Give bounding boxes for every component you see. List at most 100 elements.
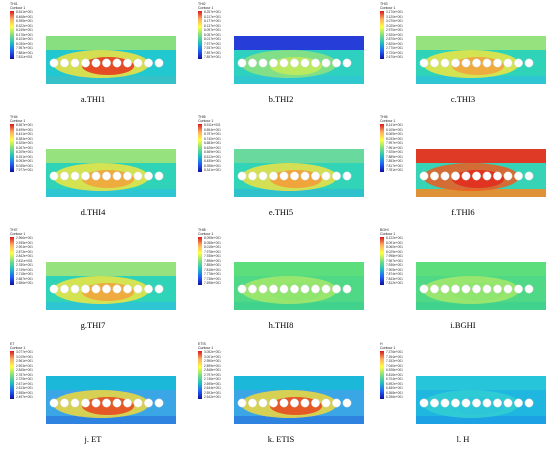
- colorbar-tick-label: 7.938e+001: [204, 254, 221, 258]
- colorbar-tick-label: 2.780e+001: [16, 263, 33, 267]
- colorbar-tick-label: 2.848e+001: [204, 368, 221, 372]
- pipe-cross-section: [332, 171, 341, 181]
- colorbar-tick-label: 7.957e+001: [16, 46, 33, 50]
- color-legend: ETIS Contour 1 3.052e+001 3.001e+001 2.950e+…: [198, 342, 234, 402]
- pipe-cross-section: [258, 284, 268, 294]
- pipe-cross-section: [332, 398, 341, 408]
- colorbar-tick-label: 8.512e+001: [204, 154, 221, 159]
- pipe-cross-section: [300, 171, 310, 181]
- colorbar-tick-label: 8.209e+001: [16, 150, 33, 154]
- colorbar-tick-label: 8.105e+001: [386, 127, 403, 132]
- pipe-cross-section: [451, 171, 460, 181]
- pipe-cross-section: [49, 58, 59, 68]
- colorbar-tick-label: 8.069e+001: [386, 132, 403, 136]
- legend-title: ET Contour 1: [10, 342, 25, 350]
- colorbar-tick-label: 2.720e+001: [386, 50, 403, 55]
- colorbar-tick-label: 8.341e+001: [204, 168, 221, 172]
- colorbar-tick-label: 7.040e+001: [386, 363, 403, 368]
- colorbar-tick-label: 8.383e+001: [16, 136, 33, 141]
- pipe-cross-section: [70, 171, 80, 181]
- colorbar-tick-label: 7.884e+001: [16, 50, 33, 55]
- pipe-cross-section: [482, 398, 492, 408]
- pipe-cross-section: [269, 171, 278, 181]
- legend-title: THI5 Contour 1: [198, 115, 213, 123]
- pipe-cross-section: [112, 58, 122, 68]
- colorbar-tick-label: 8.057e+001: [204, 32, 221, 37]
- pipe-cross-section: [133, 398, 143, 408]
- legend-title-line: Contour 1: [198, 346, 214, 350]
- contour-plot: [416, 149, 546, 197]
- colorbar-tick-label: 8.797e+001: [204, 132, 221, 136]
- pipe-cross-section: [440, 171, 450, 181]
- color-legend: THI3 Contour 1 3.170e+001 3.120e+001 3.070e+…: [380, 2, 416, 62]
- legend-title-line: THI3: [380, 2, 388, 6]
- contour-field: [416, 262, 546, 310]
- pipe-cross-section: [440, 398, 450, 408]
- colorbar-tick-label: 8.395e+001: [16, 19, 33, 23]
- pipe-cross-section: [524, 171, 534, 181]
- colorbar-tick-label: 2.687e+001: [16, 276, 33, 281]
- pipe-cross-section: [60, 171, 69, 181]
- colorbar-tick-label: 7.936e+001: [386, 263, 403, 267]
- colorbar-tick-label: 8.499e+001: [16, 127, 33, 132]
- contour-field: [416, 36, 546, 84]
- pipe-cross-section: [279, 58, 289, 68]
- colorbar-tick-label: 8.249e+001: [16, 28, 33, 32]
- colorbar-tick-label: 8.017e+001: [204, 37, 221, 41]
- pipe-cross-section: [321, 58, 331, 68]
- legend-title: THI1 Contour 1: [10, 2, 25, 10]
- pipe-cross-section: [321, 284, 331, 294]
- legend-title: THI7 Contour 1: [10, 228, 25, 236]
- colorbar-tick-label: 3.170e+001: [386, 10, 403, 14]
- colorbar-tick-label: 8.058e+001: [204, 240, 221, 245]
- colorbar-tick-label: 6.592e+001: [386, 381, 403, 386]
- colorbar-tick-label: 8.911e+001: [204, 123, 221, 127]
- colorbar-tick-label: 2.970e+001: [386, 28, 403, 32]
- colorbar-ticks: 2.966e+001 2.935e+001 2.904e+001 2.873e+001…: [16, 236, 33, 285]
- colorbar-tick-label: 8.030e+001: [16, 41, 33, 46]
- colorbar-tick-label: 3.001e+001: [204, 354, 221, 359]
- upper-zone: [416, 149, 546, 163]
- upper-zone: [46, 149, 176, 163]
- legend-title-line: Contour 1: [10, 232, 26, 236]
- pipe-cross-section: [154, 171, 164, 181]
- pipe-cross-section: [49, 171, 59, 181]
- pipe-cross-section: [112, 284, 122, 294]
- color-legend: ET Contour 1 3.077e+001 3.019e+001 2.961e+00…: [10, 342, 46, 402]
- pipe-cross-section: [503, 284, 513, 294]
- upper-zone: [234, 149, 364, 163]
- pipe-cross-section: [81, 171, 90, 181]
- pipe-cross-section: [430, 171, 439, 181]
- legend-title: THI3 Contour 1: [380, 2, 395, 10]
- pipe-cross-section: [60, 398, 69, 408]
- colorbar-tick-label: 8.103e+001: [16, 37, 33, 41]
- contour-panel: THI5 Contour 1 8.911e+001 8.854e+001 8.797e+…: [196, 115, 366, 223]
- pipe-cross-section: [300, 58, 310, 68]
- panel-caption: f.THI6: [451, 207, 475, 217]
- colorbar-tick-label: 8.854e+001: [204, 127, 221, 132]
- colorbar-ticks: 3.170e+001 3.120e+001 3.070e+001 3.020e+001…: [386, 10, 403, 59]
- colorbar-tick-label: 7.858e+001: [204, 263, 221, 267]
- colorbar-tick-label: 2.870e+001: [386, 37, 403, 41]
- colorbar-tick-label: 2.920e+001: [386, 32, 403, 37]
- contour-plot: [234, 149, 364, 197]
- upper-zone: [416, 262, 546, 276]
- pipe-cross-section: [49, 284, 59, 294]
- pipe-cross-section: [248, 284, 257, 294]
- colorbar-tick-label: 7.961e+001: [386, 145, 403, 150]
- pipe-cross-section: [342, 284, 352, 294]
- colorbar-tick-label: 2.670e+001: [386, 55, 403, 59]
- legend-title-line: THI5: [198, 115, 206, 119]
- legend-title: THI8 Contour 1: [198, 228, 213, 236]
- colorbar-tick-label: 8.151e+001: [16, 154, 33, 159]
- colorbar-tick-label: 2.718e+001: [16, 272, 33, 276]
- colorbar-tick-label: 2.542e+001: [204, 395, 221, 399]
- colorbar: [10, 351, 14, 399]
- colorbar-tick-label: 8.217e+001: [204, 14, 221, 19]
- legend-title: H Contour 1: [380, 342, 395, 350]
- pipe-cross-section: [342, 398, 352, 408]
- colorbar-tick-label: 7.997e+001: [386, 141, 403, 145]
- colorbar-tick-label: 2.845e+001: [16, 368, 33, 372]
- colorbar-tick-label: 2.797e+001: [204, 372, 221, 377]
- legend-title-line: Contour 1: [10, 346, 26, 350]
